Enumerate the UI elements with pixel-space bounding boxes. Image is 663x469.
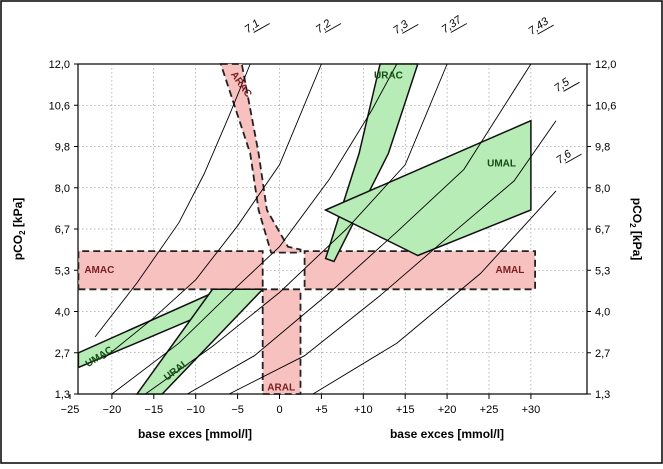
ph-leader: [450, 23, 467, 33]
x-tick-label: −20: [103, 404, 122, 416]
zone-label-aral: ARAL: [267, 383, 295, 394]
y-tick-label-right: 6,7: [595, 224, 610, 236]
y-tick-label-left: 5,3: [55, 265, 70, 277]
ph-leader: [537, 24, 554, 35]
ph-leader: [402, 24, 419, 34]
ph-isoline: [145, 63, 448, 395]
zone-outline-amac: [77, 250, 264, 291]
y-tick-label-right: 9,8: [595, 142, 610, 154]
zone-arac: [220, 64, 301, 253]
x-tick-label: −15: [144, 404, 163, 416]
x-tick-label: +10: [354, 404, 373, 416]
ph-leader: [565, 153, 582, 164]
ph-isoline: [94, 63, 251, 338]
y-tick-label-left: 10,6: [49, 100, 70, 112]
y-tick-label-left: 12,0: [49, 59, 70, 71]
y-tick-label-left: 4,0: [55, 307, 70, 319]
y-tick-label-right: 12,0: [595, 59, 616, 71]
x-tick-label: 0: [276, 404, 282, 416]
ph-isoline: [228, 120, 557, 395]
y-tick-label-left: 9,8: [55, 142, 70, 154]
metabolic-zones: [77, 63, 536, 395]
x-tick-label: +30: [522, 404, 541, 416]
y-tick-label-right: 2,7: [595, 348, 610, 360]
ph-leader: [324, 23, 342, 33]
y-tick-label-right: 10,6: [595, 100, 616, 112]
y-tick-label-right: 4,0: [595, 307, 610, 319]
y-axis-label-left: pCO2 [kPa]: [11, 198, 27, 260]
zone-label-amal: AMAL: [496, 265, 525, 276]
x-tick-label: +25: [480, 404, 499, 416]
zone-label-amac: AMAC: [84, 265, 114, 276]
zone-outline-amal: [303, 250, 536, 291]
x-axis-label-right: base exces [mmol/l]: [390, 427, 504, 441]
y-axis-label-right: pCO2 [kPa]: [628, 198, 644, 260]
y-tick-label-left: 1,3: [55, 389, 70, 401]
x-tick-label: +15: [396, 404, 415, 416]
y-tick-label-right: 8,0: [595, 183, 610, 195]
y-tick-label-left: 8,0: [55, 183, 70, 195]
ph-leader: [563, 81, 580, 92]
zone-amal: [304, 251, 536, 290]
ph-isoline: [187, 63, 532, 395]
x-tick-label: +20: [438, 404, 457, 416]
zone-label-umal: UMAL: [487, 158, 516, 169]
x-tick-label: +5: [315, 404, 328, 416]
x-tick-label: −25: [61, 404, 80, 416]
ph-leader: [253, 23, 270, 33]
zone-outline-aral: [261, 288, 302, 395]
zone-amac: [78, 251, 263, 290]
compensation-zones: [77, 63, 532, 395]
x-tick-label: −5: [231, 404, 244, 416]
y-tick-label-right: 1,3: [595, 389, 610, 401]
axes: −25 −20 −15 −10 −5 0 +5 +10 +15 +20 +25 +30 1,3 1,3 2,…: [49, 59, 617, 416]
zone-label-urac: URAC: [374, 70, 403, 81]
zone-aral: [262, 289, 301, 394]
x-axis-label-left: base exces [mmol/l]: [138, 427, 252, 441]
ph-isoline: [312, 190, 557, 395]
y-tick-label-right: 5,3: [595, 265, 610, 277]
y-tick-label-left: 2,7: [55, 348, 70, 360]
x-tick-label: −10: [186, 404, 205, 416]
ph-isoline: [103, 63, 322, 359]
y-tick-label-left: 6,7: [55, 224, 70, 236]
zone-outline-arac: [219, 63, 302, 254]
ph-isoline: [111, 63, 398, 395]
